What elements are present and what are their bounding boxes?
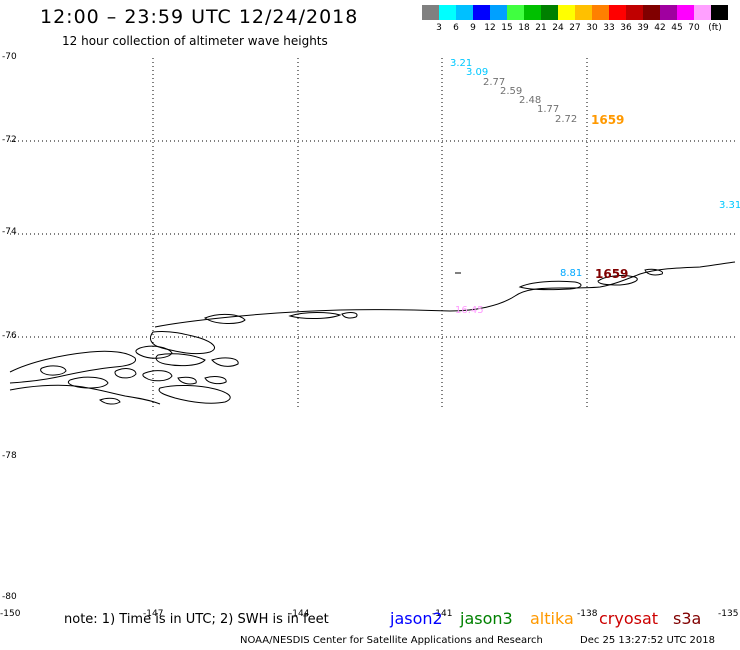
coast-segment <box>67 376 109 389</box>
graticule <box>10 58 735 407</box>
colorbar-swatch <box>507 5 524 20</box>
colorbar-swatch <box>541 5 558 20</box>
coast-segment <box>114 368 137 379</box>
wave-height-label: 2.72 <box>555 114 578 125</box>
colorbar-label: 3 <box>436 23 442 33</box>
wave-height-label: 16.45 <box>455 305 484 316</box>
colorbar-swatch <box>490 5 507 20</box>
legend-cryosat: cryosat <box>599 609 659 628</box>
colorbar-swatch <box>422 5 439 20</box>
coast-segment <box>149 331 215 355</box>
colorbar-label: 42 <box>654 23 666 33</box>
wave-height-label: 2.59 <box>500 86 523 97</box>
ice-island <box>518 280 582 291</box>
coast-segment <box>204 376 227 385</box>
lat-label: -80 <box>2 592 17 602</box>
colorbar-label: 6 <box>453 23 459 33</box>
colorbar-label: 45 <box>671 23 683 33</box>
wave-height-label: 1.77 <box>537 104 560 115</box>
colorbar-label: 21 <box>535 23 547 33</box>
colorbar-swatch <box>456 5 473 20</box>
colorbar-label: 39 <box>637 23 649 33</box>
colorbar-label: 24 <box>552 23 564 33</box>
colorbar-swatch <box>524 5 541 20</box>
colorbar-swatch <box>626 5 643 20</box>
colorbar-label: 15 <box>501 23 513 33</box>
wave-height-label: 3.21 <box>450 58 473 69</box>
wave-height-label: 3.09 <box>466 67 489 78</box>
coast-segment <box>142 370 173 382</box>
lon-label: -135 <box>718 609 739 619</box>
colorbar-swatch <box>439 5 456 20</box>
legend-jason2: jason2 <box>390 609 443 628</box>
wave-height-label: 8.81 <box>560 268 583 279</box>
lon-label: -147 <box>143 609 164 619</box>
colorbar-swatch <box>660 5 677 20</box>
colorbar-swatch <box>694 5 711 20</box>
wave-height-label: 2.77 <box>483 77 506 88</box>
coast-segment <box>9 350 137 384</box>
lat-label: -72 <box>2 135 17 145</box>
colorbar-label: 18 <box>518 23 530 33</box>
ice-island <box>341 312 358 319</box>
colorbar-label: 36 <box>620 23 632 33</box>
lat-label: -78 <box>2 451 17 461</box>
lat-label: -74 <box>2 227 17 237</box>
coast-segment <box>158 385 231 404</box>
colorbar-label: 30 <box>586 23 598 33</box>
coast-segment <box>135 345 173 359</box>
coast-segment <box>9 384 161 405</box>
ice-island <box>597 275 638 286</box>
colorbar-swatch <box>609 5 626 20</box>
coast-segment <box>177 376 197 385</box>
map-subtitle: 12 hour collection of altimeter wave hei… <box>62 34 328 48</box>
wave-height-label: 3.31 <box>719 200 740 211</box>
colorbar-swatch <box>643 5 660 20</box>
ice-island <box>644 268 664 276</box>
colorbar-label: 9 <box>470 23 476 33</box>
footer-timestamp: Dec 25 13:27:52 UTC 2018 <box>580 635 715 646</box>
coastline <box>9 261 736 405</box>
lon-label: -144 <box>289 609 310 619</box>
colorbar-label: 27 <box>569 23 581 33</box>
colorbar-swatch <box>558 5 575 20</box>
lon-label: -138 <box>577 609 598 619</box>
colorbar-label: 33 <box>603 23 615 33</box>
pass-time-label: 1659 <box>595 267 629 281</box>
lat-label: -76 <box>2 331 17 341</box>
colorbar-label: 12 <box>484 23 496 33</box>
footer-note: note: 1) Time is in UTC; 2) SWH is in fe… <box>64 612 329 627</box>
coast-segment <box>211 357 239 367</box>
colorbar-swatch <box>473 5 490 20</box>
pass-time-label: 1659 <box>591 113 625 127</box>
ice-shelf-edge <box>154 261 736 328</box>
colorbar-swatch <box>592 5 609 20</box>
lat-label: -70 <box>2 52 17 62</box>
map-title: 12:00 – 23:59 UTC 12/24/2018 <box>40 6 359 28</box>
colorbar-swatch <box>711 5 728 20</box>
ice-island <box>288 312 342 319</box>
ice-island <box>203 313 246 324</box>
colorbar-label: 70 <box>688 23 700 33</box>
lon-label: -141 <box>432 609 453 619</box>
colorbar-label: (ft) <box>708 23 722 33</box>
coast-segment <box>40 365 67 376</box>
legend-jason3: jason3 <box>460 609 513 628</box>
footer-credit: NOAA/NESDIS Center for Satellite Applica… <box>240 635 543 646</box>
wave-height-label: 2.48 <box>519 95 542 106</box>
coast-segment <box>155 353 206 367</box>
colorbar-swatch <box>575 5 592 20</box>
lon-label: -150 <box>0 609 21 619</box>
coast-segment <box>99 397 121 405</box>
colorbar-swatch <box>677 5 694 20</box>
legend-s3a: s3a <box>673 609 702 628</box>
legend-altika: altika <box>530 609 574 628</box>
